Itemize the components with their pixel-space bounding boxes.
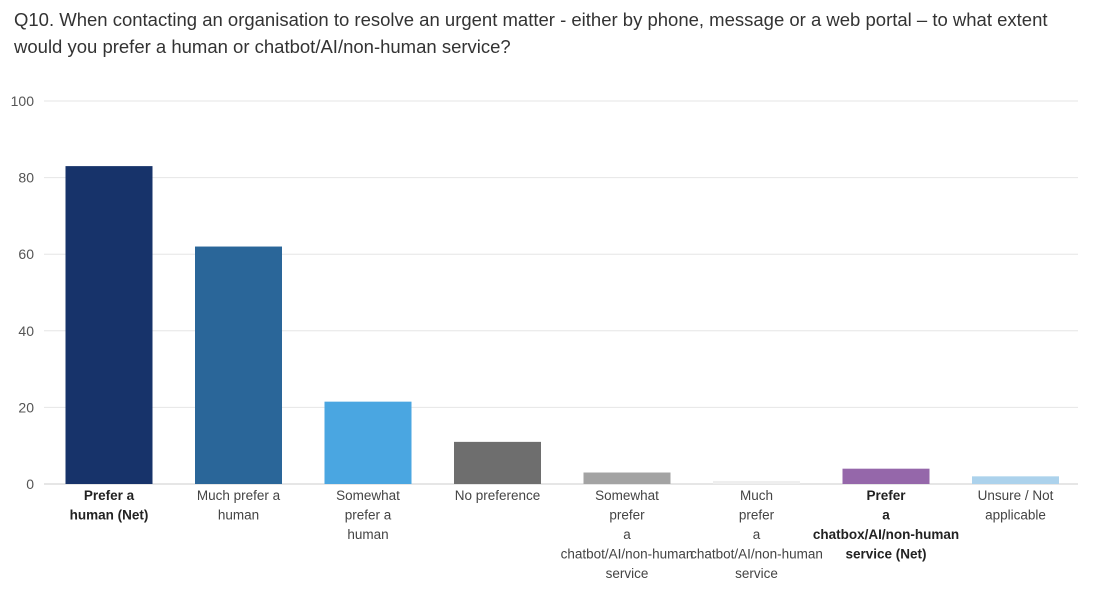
x-category-label-line: Somewhat xyxy=(336,488,400,503)
x-category-label-line: chatbot/AI/non-human xyxy=(690,547,823,562)
bar[interactable] xyxy=(972,476,1059,484)
x-category-label-line: Prefer xyxy=(866,488,906,503)
x-category-label: Somewhat prefer a chatbot/AI/non-human servi… xyxy=(561,488,694,581)
x-category-label-line: a xyxy=(623,527,631,542)
bar[interactable] xyxy=(454,441,541,484)
x-category-label: Much prefer a chatbot/AI/non-human service xyxy=(690,488,823,581)
x-category-label-line: prefer a xyxy=(345,508,392,523)
y-tick-label: 60 xyxy=(18,246,34,262)
y-tick-label: 0 xyxy=(26,476,34,492)
bar[interactable] xyxy=(842,468,930,484)
x-category-label-line: chatbox/AI/non-human xyxy=(813,527,959,542)
bar[interactable] xyxy=(713,480,800,484)
bar[interactable] xyxy=(324,401,412,484)
bar[interactable] xyxy=(65,166,153,485)
x-category-label-line: applicable xyxy=(985,508,1046,523)
chart-title: Q10. When contacting an organisation to … xyxy=(14,9,1048,57)
x-category-label-line: human (Net) xyxy=(70,508,149,523)
x-category-label-line: service (Net) xyxy=(845,547,926,562)
x-category-label-line: a xyxy=(753,527,761,542)
x-category-label: Prefer a chatbox/AI/non-human service (Net) xyxy=(813,488,959,562)
x-category-label-line: a xyxy=(882,508,890,523)
x-category-label-line: Somewhat xyxy=(595,488,659,503)
bar[interactable] xyxy=(583,472,671,484)
x-category-label: Much prefer a human xyxy=(197,488,281,523)
x-category-label-line: prefer xyxy=(739,508,775,523)
x-category-label-line: Much xyxy=(740,488,773,503)
y-tick-label: 20 xyxy=(18,399,34,415)
x-category-label-line: human xyxy=(347,527,388,542)
x-category-label: Unsure / Not applicable xyxy=(978,488,1054,523)
y-tick-label: 80 xyxy=(18,170,34,186)
x-category-label-line: chatbot/AI/non-human xyxy=(561,547,694,562)
x-category-label-line: prefer xyxy=(609,508,645,523)
x-category-label: Prefer a human (Net) xyxy=(70,488,149,523)
x-category-label: No preference xyxy=(455,488,541,503)
y-tick-label: 40 xyxy=(18,323,34,339)
x-category-label-line: No preference xyxy=(455,488,541,503)
x-category-label-line: human xyxy=(218,508,259,523)
x-category-label-line: Prefer a xyxy=(84,488,135,503)
bar[interactable] xyxy=(195,246,282,484)
x-category-label-line: service xyxy=(606,566,649,581)
x-category-label-line: service xyxy=(735,566,778,581)
x-category-label-line: Unsure / Not xyxy=(978,488,1054,503)
x-category-label-line: Much prefer a xyxy=(197,488,281,503)
y-tick-label: 100 xyxy=(11,93,35,109)
x-category-label: Somewhat prefer a human xyxy=(336,488,400,542)
